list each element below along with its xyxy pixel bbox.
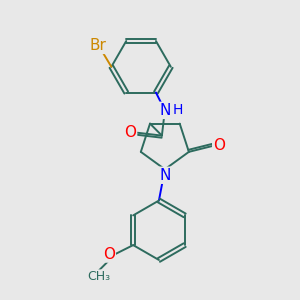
Text: N: N <box>159 168 170 183</box>
Text: H: H <box>172 103 182 117</box>
Text: O: O <box>213 138 225 153</box>
Text: O: O <box>103 247 115 262</box>
Text: Br: Br <box>89 38 106 53</box>
Text: O: O <box>124 125 136 140</box>
Text: N: N <box>159 103 170 118</box>
Text: CH₃: CH₃ <box>87 270 111 284</box>
